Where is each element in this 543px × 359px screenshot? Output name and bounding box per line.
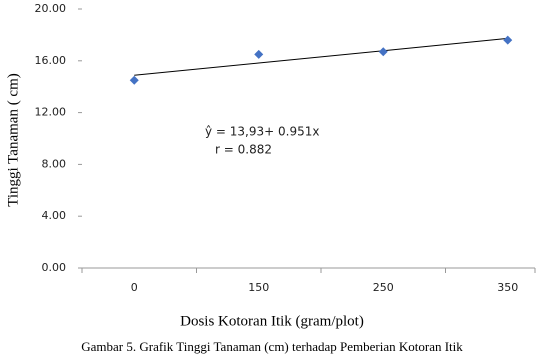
- y-tick-label: 8.00: [42, 157, 67, 170]
- trend-line: [134, 37, 508, 76]
- y-tick-label: 0.00: [42, 261, 67, 274]
- y-tick-label: 20.00: [35, 2, 67, 15]
- data-point: [503, 35, 513, 45]
- x-axis-title: Dosis Kotoran Itik (gram/plot): [180, 313, 364, 329]
- x-tick-label: 250: [373, 281, 394, 294]
- y-axis-title: Tinggi Tanaman ( cm): [5, 73, 21, 207]
- data-point: [129, 75, 139, 85]
- data-point: [378, 47, 388, 57]
- equation: ŷ = 13,93+ 0.951x: [205, 125, 319, 139]
- x-tick-label: 150: [248, 281, 269, 294]
- data-point: [254, 49, 264, 59]
- y-tick-label: 4.00: [42, 209, 67, 222]
- r-value: r = 0.882: [215, 143, 272, 157]
- y-tick-label: 12.00: [35, 106, 67, 119]
- y-tick-label: 16.00: [35, 54, 67, 67]
- x-tick-label: 0: [131, 281, 138, 294]
- x-tick-label: 350: [497, 281, 518, 294]
- caption: Gambar 5. Grafik Tinggi Tanaman (cm) ter…: [81, 339, 463, 354]
